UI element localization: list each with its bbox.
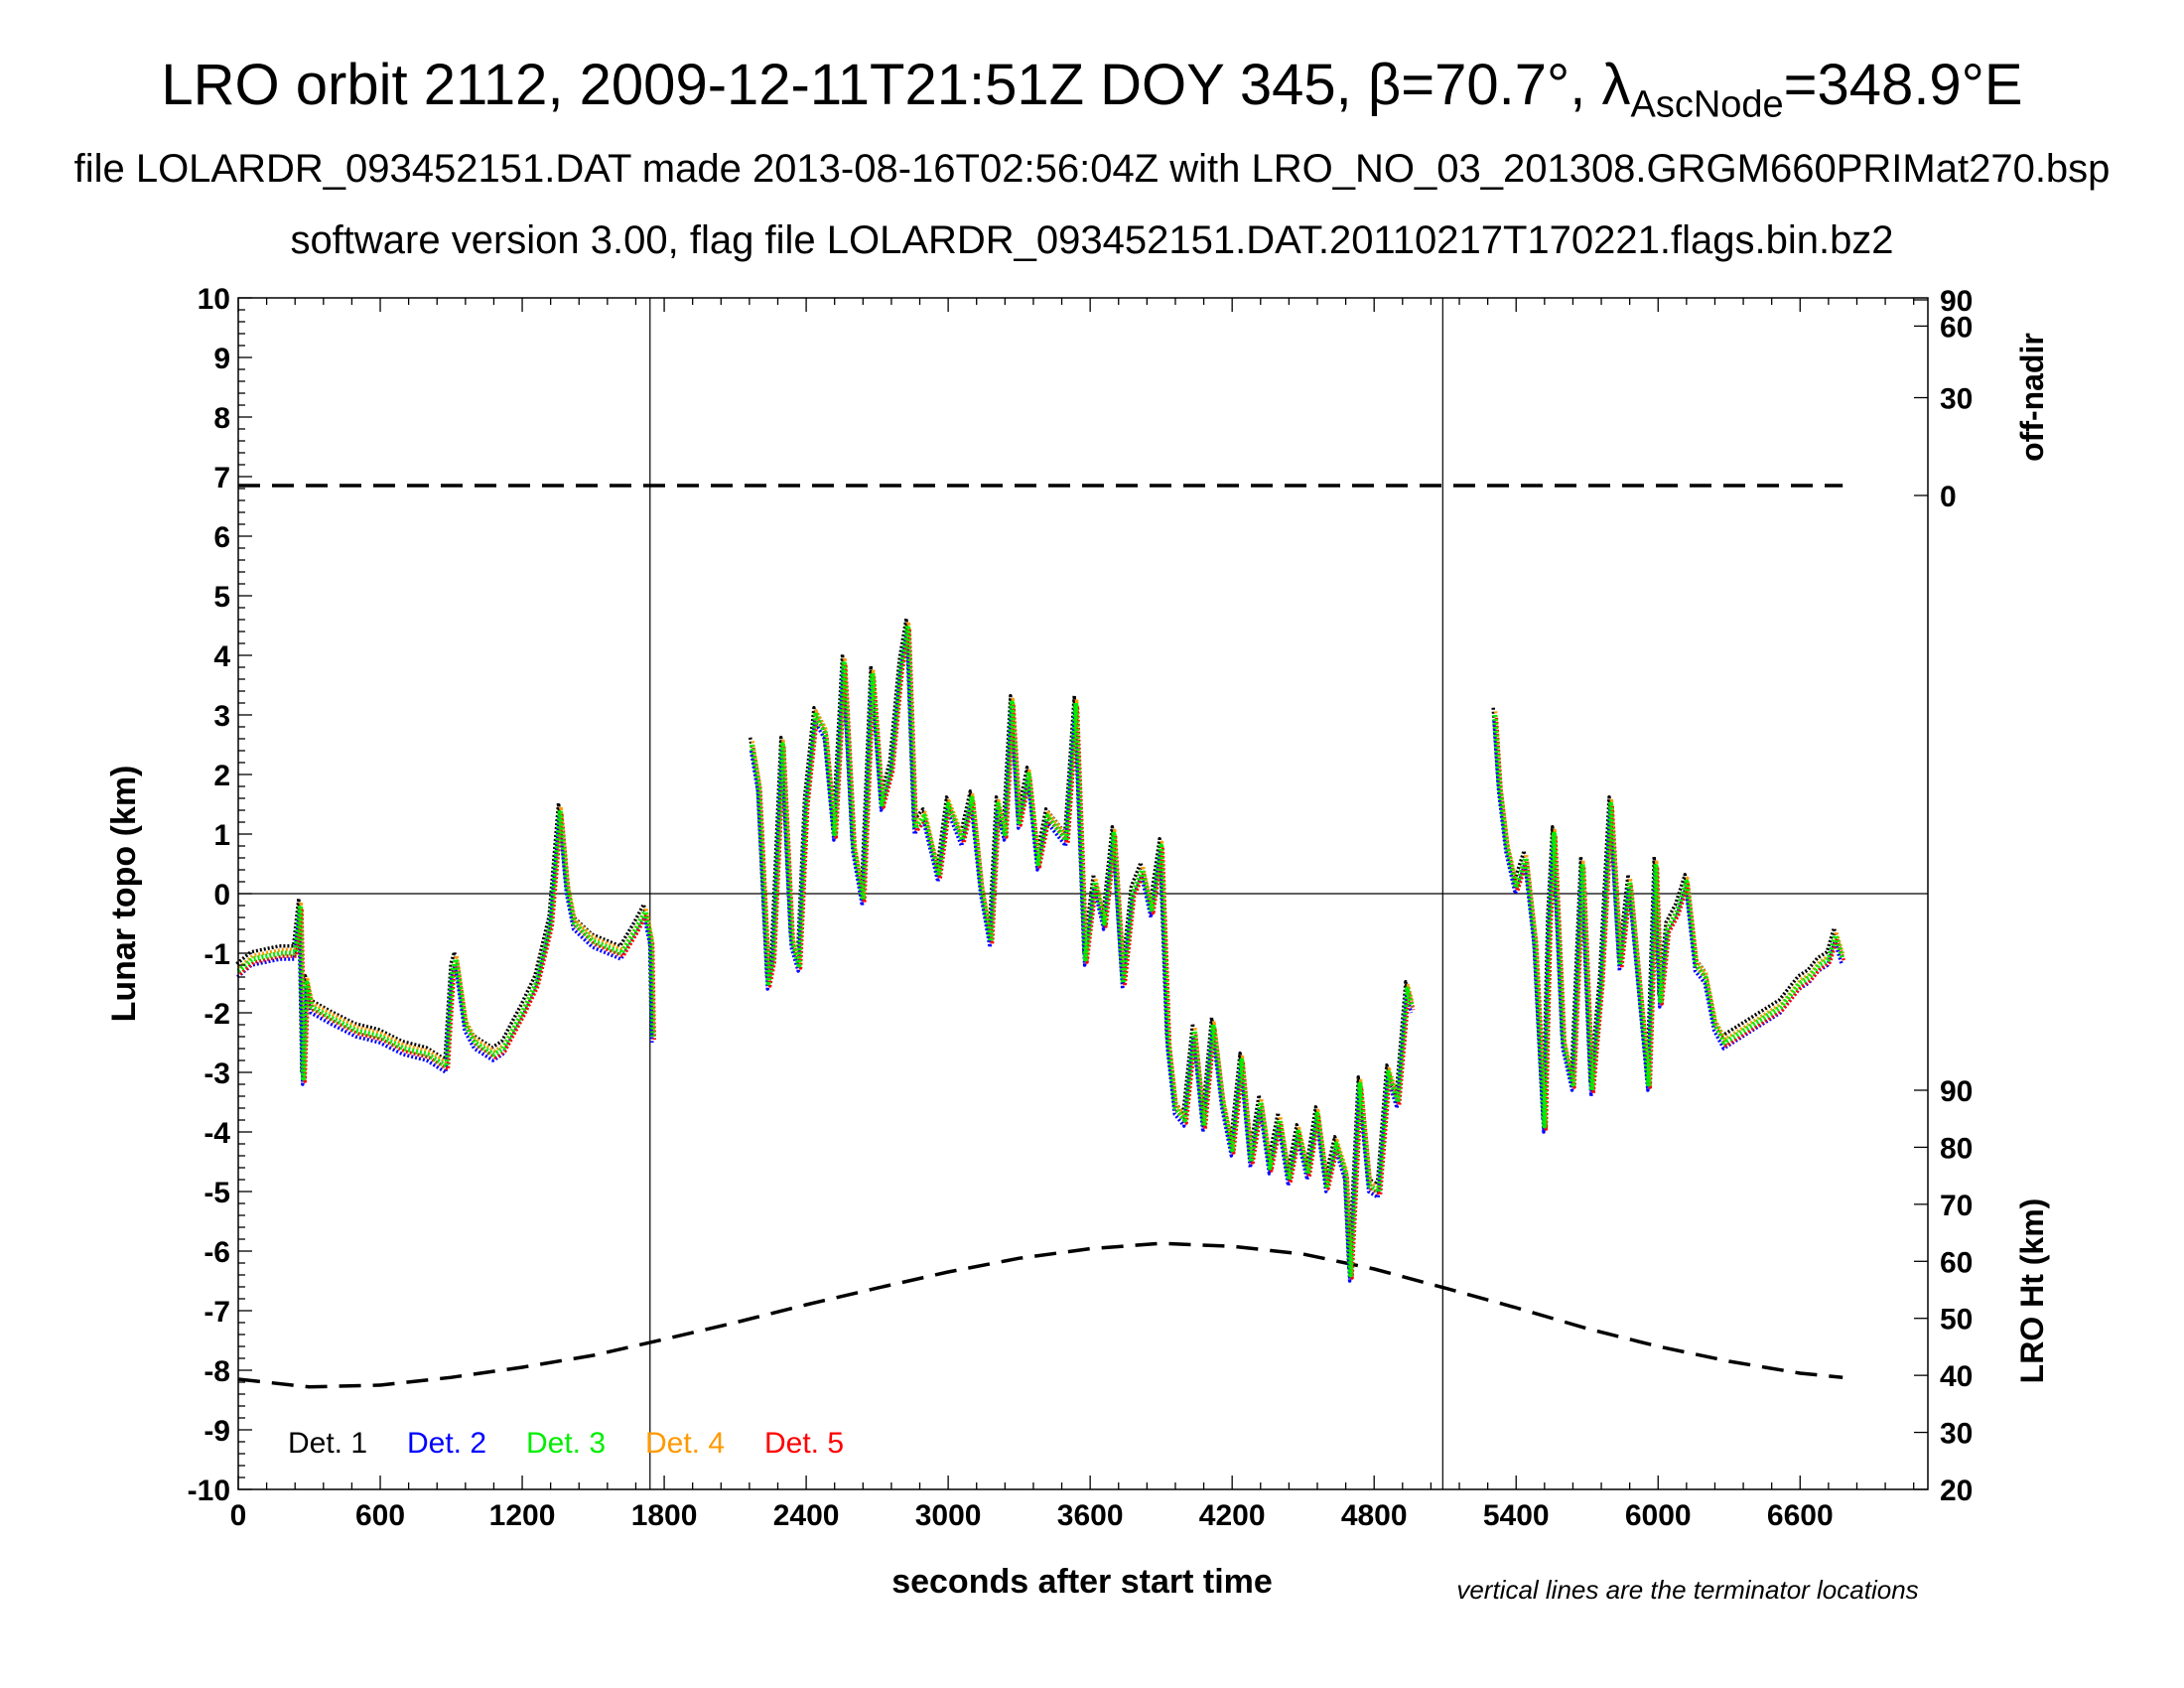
lro-height-tick-label: 50 xyxy=(1940,1304,1973,1336)
y-tick-label: 10 xyxy=(198,283,230,316)
y-axis-label: Lunar topo (km) xyxy=(105,766,143,1023)
x-tick-label: 5400 xyxy=(1483,1499,1550,1532)
y-tick-label: 5 xyxy=(213,581,230,614)
y-tick-label: 9 xyxy=(213,343,230,375)
x-tick-label: 6000 xyxy=(1625,1499,1692,1532)
topo-segment-1-det-2 xyxy=(236,814,654,1086)
y-tick-label: 2 xyxy=(213,760,230,792)
legend-det-1: Det. 1 xyxy=(288,1427,367,1460)
x-tick-label: 6600 xyxy=(1767,1499,1834,1532)
topo-segment-1-det-4 xyxy=(237,804,656,1077)
topo-segment-1-det-1 xyxy=(235,801,653,1073)
chart-subtitle-file: file LOLARDR_093452151.DAT made 2013-08-… xyxy=(73,147,2111,191)
lro-altitude-dashed-line xyxy=(237,1241,1843,1389)
label-layer: seconds after start time Lunar topo (km)… xyxy=(105,333,2050,1605)
y-tick-label: -5 xyxy=(204,1177,230,1209)
y-tick-label: 7 xyxy=(213,462,230,494)
y-tick-label: 6 xyxy=(213,521,230,554)
off-nadir-tick-label: 0 xyxy=(1940,481,1957,513)
lro-height-tick-label: 90 xyxy=(1940,1075,1973,1108)
y-tick-label: -2 xyxy=(204,998,230,1031)
topo-segment-2-det-2 xyxy=(749,630,1414,1283)
y-tick-label: -1 xyxy=(204,938,230,971)
lro-height-tick-label: 20 xyxy=(1940,1475,1973,1507)
x-tick-label: 3600 xyxy=(1057,1499,1124,1532)
y-tick-label: 0 xyxy=(213,879,230,912)
legend-det-5: Det. 5 xyxy=(764,1427,844,1460)
x-tick-label: 3000 xyxy=(915,1499,982,1532)
right-axis-label-off-nadir: off-nadir xyxy=(2014,333,2050,462)
legend-det-4: Det. 4 xyxy=(645,1427,725,1460)
chart-subtitle-software: software version 3.00, flag file LOLARDR… xyxy=(290,218,1894,262)
chart-title-end: =348.9°E xyxy=(1783,53,2023,117)
x-tick-label: 600 xyxy=(355,1499,405,1532)
y-tick-label: -4 xyxy=(204,1117,230,1150)
y-tick-label: -10 xyxy=(188,1475,230,1507)
y-tick-label: 3 xyxy=(213,700,230,733)
off-nadir-tick-label: 60 xyxy=(1940,311,1973,344)
y-tick-label: -8 xyxy=(204,1355,230,1388)
topo-segment-1-det-5 xyxy=(238,811,656,1083)
chart-title: LRO orbit 2112, 2009-12-11T21:51Z DOY 34… xyxy=(0,52,2184,127)
off-nadir-tick-label: 30 xyxy=(1940,383,1973,416)
y-tick-label: -3 xyxy=(204,1057,230,1090)
legend-det-2: Det. 2 xyxy=(407,1427,486,1460)
x-tick-label: 4200 xyxy=(1199,1499,1266,1532)
lro-height-tick-label: 70 xyxy=(1940,1190,1973,1222)
x-tick-label: 1200 xyxy=(489,1499,556,1532)
y-tick-label: 4 xyxy=(213,640,230,673)
topo-segment-3-det-5 xyxy=(1494,717,1846,1131)
topo-segment-2-det-3 xyxy=(749,623,1415,1278)
off-nadir-tick-label: 90 xyxy=(1940,285,1973,318)
x-tick-label: 1800 xyxy=(631,1499,698,1532)
lro-height-tick-label: 60 xyxy=(1940,1246,1973,1279)
chart-title-subscript: AscNode xyxy=(1630,83,1784,126)
lro-height-tick-label: 40 xyxy=(1940,1360,1973,1393)
topo-segment-1-det-3 xyxy=(236,807,656,1081)
x-tick-label: 2400 xyxy=(773,1499,840,1532)
x-tick-label: 4800 xyxy=(1341,1499,1408,1532)
y-tick-label: -9 xyxy=(204,1415,230,1448)
axes-layer: 0 600 1200 1800 2400 3000 3600 4200 4800 5400 6000… xyxy=(188,283,1974,1532)
legend-det-3: Det. 3 xyxy=(526,1427,606,1460)
x-tick-label: 0 xyxy=(230,1499,247,1532)
terminator-note: vertical lines are the terminator locati… xyxy=(1456,1575,1918,1605)
lro-height-tick-label: 80 xyxy=(1940,1132,1973,1165)
y-tick-label: 8 xyxy=(213,402,230,435)
right-axis-label-lro-height: LRO Ht (km) xyxy=(2014,1198,2050,1384)
y-tick-label: -6 xyxy=(204,1236,230,1269)
lro-height-tick-label: 30 xyxy=(1940,1418,1973,1451)
y-tick-label: 1 xyxy=(213,819,230,852)
y-tick-label: -7 xyxy=(204,1296,230,1329)
topo-segment-3-det-3 xyxy=(1492,714,1845,1129)
x-axis-label: seconds after start time xyxy=(891,1563,1273,1601)
chart-title-main: LRO orbit 2112, 2009-12-11T21:51Z DOY 34… xyxy=(161,53,1631,117)
data-layer xyxy=(235,484,1846,1389)
legend: Det. 1 Det. 2 Det. 3 Det. 4 Det. 5 xyxy=(288,1427,844,1460)
